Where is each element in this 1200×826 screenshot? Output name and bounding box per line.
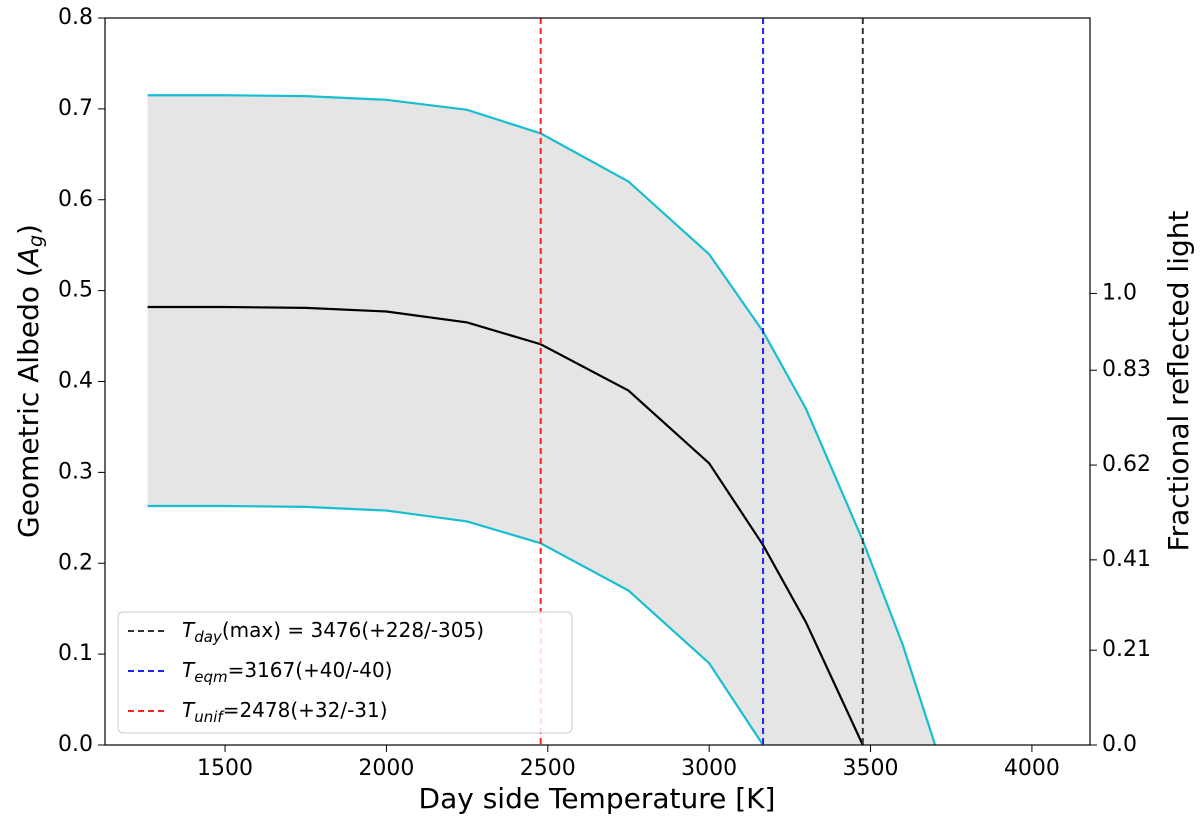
x-tick-label: 4000 (1004, 756, 1060, 781)
legend-symbol: T (182, 658, 196, 682)
x-tick-label: 3000 (681, 756, 737, 781)
x-tick-label: 3500 (843, 756, 899, 781)
legend-box (117, 611, 573, 734)
y-tick-label: 0.7 (58, 96, 93, 121)
x-tick-label: 1500 (197, 756, 253, 781)
legend-sub: eqm (194, 668, 227, 686)
y2-tick-label: 0.62 (1102, 452, 1151, 477)
y-tick-label: 0.3 (58, 459, 93, 484)
legend-text: =2478(+32/-31) (223, 698, 388, 722)
x-axis-label: Day side Temperature [K] (419, 782, 776, 815)
y-tick-label: 0.4 (58, 369, 93, 394)
x-tick-label: 2000 (358, 756, 414, 781)
legend-label: Tday(max) = 3476(+228/-305) (182, 618, 484, 646)
legend-text: (max) = 3476(+228/-305) (222, 618, 484, 642)
y-tick-label: 0.8 (58, 5, 93, 30)
y-label-end: ) (12, 224, 45, 235)
y-label-sub: g (25, 235, 47, 247)
y-tick-label: 0.5 (58, 278, 93, 303)
y-tick-label: 0.1 (58, 641, 93, 666)
series-line (147, 305, 864, 746)
y-tick-label: 0.0 (58, 732, 93, 757)
y2-tick-label: 0.0 (1102, 732, 1137, 757)
y-axis-label: Geometric Albedo (Ag) (12, 224, 47, 538)
y2-tick-label: 1.0 (1102, 280, 1137, 305)
y-tick-label: 0.6 (58, 187, 93, 212)
legend-symbol: T (182, 618, 196, 642)
y2-tick-label: 0.83 (1102, 357, 1151, 382)
legend-sub: day (194, 628, 223, 646)
legend-label: Tunif=2478(+32/-31) (182, 698, 388, 726)
y2-tick-label: 0.41 (1102, 547, 1151, 572)
legend-sub: unif (194, 708, 225, 726)
legend-label: Teqm=3167(+40/-40) (182, 658, 392, 686)
legend-symbol: T (182, 698, 196, 722)
y-label-text: Geometric Albedo ( (12, 266, 45, 538)
y2-tick-label: 0.21 (1102, 637, 1151, 662)
y2-axis-label: Fractional reflected light (1162, 211, 1195, 552)
y-label-symbol: A (12, 247, 45, 268)
y-tick-label: 0.2 (58, 550, 93, 575)
legend-text: =3167(+40/-40) (228, 658, 393, 682)
series-line (147, 504, 764, 746)
x-tick-label: 2500 (520, 756, 576, 781)
